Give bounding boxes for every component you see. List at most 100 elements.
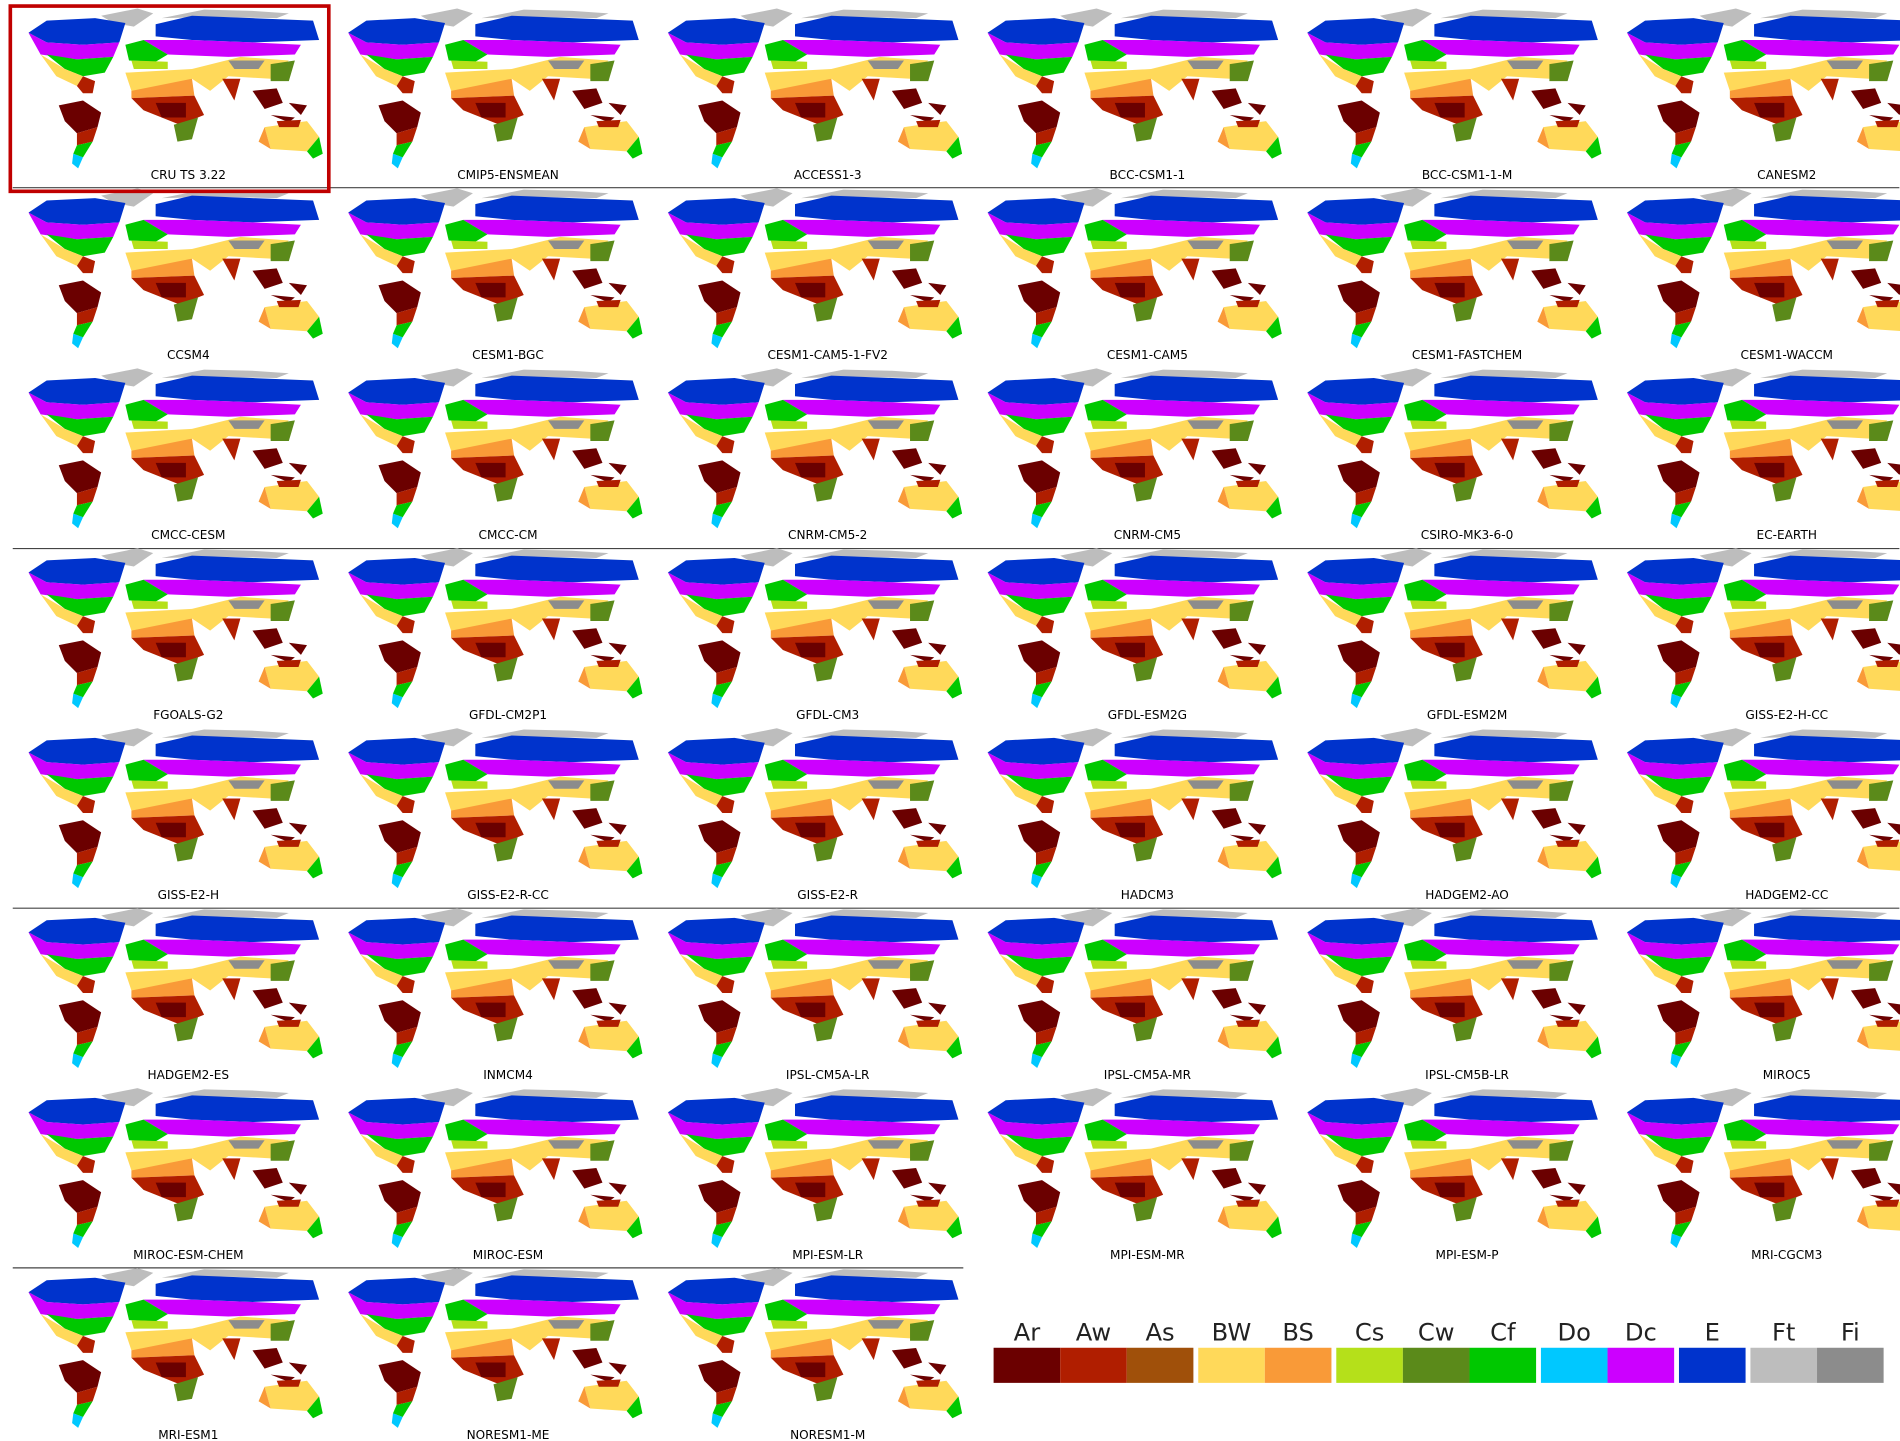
- panel-label: CESM1-CAM5: [1107, 348, 1188, 362]
- map: [668, 908, 962, 1068]
- map: [668, 548, 962, 708]
- panel-grid: CRU TS 3.22 CMIP5-ENSMEAN ACCESS1-3 BCC-CSM…: [28, 8, 1900, 1441]
- map: [988, 728, 1282, 888]
- panel-label: BCC-CSM1-1: [1110, 168, 1186, 182]
- legend-label: BS: [1282, 1318, 1314, 1346]
- map: [1307, 8, 1601, 168]
- map: [988, 368, 1282, 528]
- legend-label: Cw: [1418, 1318, 1455, 1346]
- map: [668, 1088, 962, 1248]
- legend-label: Cf: [1490, 1318, 1516, 1346]
- map-panel: IPSL-CM5A-LR: [668, 908, 962, 1082]
- map-panel: CESM1-CAM5-1-FV2: [668, 188, 962, 362]
- panel-label: CMIP5-ENSMEAN: [457, 168, 559, 182]
- map: [1627, 1088, 1900, 1248]
- map: [28, 908, 322, 1068]
- map-panel: GISS-E2-H-CC: [1627, 548, 1900, 722]
- panel-label: CRU TS 3.22: [151, 168, 226, 182]
- legend-swatch: [1127, 1348, 1194, 1383]
- panel-label: ACCESS1-3: [794, 168, 862, 182]
- legend-label: Do: [1558, 1318, 1591, 1346]
- body: CRU TS 3.22 CMIP5-ENSMEAN ACCESS1-3 BCC-CSM…: [0, 0, 1900, 1441]
- panel-label: GISS-E2-R-CC: [467, 888, 549, 902]
- panel-label: MIROC-ESM: [473, 1248, 543, 1262]
- map: [668, 728, 962, 888]
- panel-label: MPI-ESM-LR: [792, 1248, 864, 1262]
- panel-label: CESM1-BGC: [472, 348, 544, 362]
- map-panel: CMIP5-ENSMEAN: [348, 8, 642, 182]
- map: [28, 728, 322, 888]
- panel-label: MRI-ESM1: [158, 1428, 218, 1441]
- panel-label: CCSM4: [167, 348, 210, 362]
- panel-label: NORESM1-M: [790, 1428, 865, 1441]
- map: [348, 1268, 642, 1428]
- map: [1627, 188, 1900, 348]
- panel-label: HADGEM2-ES: [148, 1068, 230, 1082]
- map-panel: HADGEM2-AO: [1307, 728, 1601, 902]
- panel-label: GFDL-ESM2G: [1108, 708, 1187, 722]
- panel-label: CSIRO-MK3-6-0: [1421, 528, 1514, 542]
- panel-label: CMCC-CESM: [151, 528, 225, 542]
- panel-label: FGOALS-G2: [153, 708, 223, 722]
- map-panel: GISS-E2-R-CC: [348, 728, 642, 902]
- legend-label: As: [1146, 1318, 1175, 1346]
- panel-label: HADGEM2-CC: [1745, 888, 1828, 902]
- panel-label: CMCC-CM: [479, 528, 538, 542]
- map-panel: GFDL-ESM2M: [1307, 548, 1601, 722]
- map-panel: MPI-ESM-MR: [988, 1088, 1282, 1262]
- map-panel: CMCC-CESM: [28, 368, 322, 542]
- panel-label: CESM1-FASTCHEM: [1412, 348, 1522, 362]
- panel-label: GFDL-CM2P1: [469, 708, 547, 722]
- map-panel: CESM1-CAM5: [988, 188, 1282, 362]
- map: [668, 1268, 962, 1428]
- panel-label: GFDL-CM3: [796, 708, 859, 722]
- map: [1307, 728, 1601, 888]
- map-panel: INMCM4: [348, 908, 642, 1082]
- map-panel: IPSL-CM5A-MR: [988, 908, 1282, 1082]
- map: [348, 8, 642, 168]
- map: [28, 188, 322, 348]
- panel-label: MRI-CGCM3: [1751, 1248, 1822, 1262]
- map: [988, 908, 1282, 1068]
- map: [28, 1268, 322, 1428]
- panel-label: BCC-CSM1-1-M: [1422, 168, 1512, 182]
- legend-swatch: [1198, 1348, 1265, 1383]
- panel-label: GISS-E2-H-CC: [1745, 708, 1828, 722]
- legend-label: Cs: [1355, 1318, 1385, 1346]
- map: [668, 188, 962, 348]
- legend-swatch: [1060, 1348, 1127, 1383]
- panel-label: IPSL-CM5A-MR: [1104, 1068, 1192, 1082]
- map: [1307, 1088, 1601, 1248]
- map-panel: CNRM-CM5: [988, 368, 1282, 542]
- legend-label: Dc: [1625, 1318, 1657, 1346]
- map: [348, 548, 642, 708]
- legend-swatch: [1265, 1348, 1332, 1383]
- map-panel: BCC-CSM1-1-M: [1307, 8, 1601, 182]
- map-panel: EC-EARTH: [1627, 368, 1900, 542]
- map-panel: CESM1-WACCM: [1627, 188, 1900, 362]
- map: [1307, 188, 1601, 348]
- legend-label: E: [1705, 1318, 1720, 1346]
- panel-label: IPSL-CM5B-LR: [1425, 1068, 1509, 1082]
- map-panel: CESM1-FASTCHEM: [1307, 188, 1601, 362]
- map-panel: GFDL-CM2P1: [348, 548, 642, 722]
- legend-swatch: [994, 1348, 1061, 1383]
- map: [988, 1088, 1282, 1248]
- map-panel: NORESM1-M: [668, 1268, 962, 1441]
- panel-label: HADCM3: [1121, 888, 1174, 902]
- map-panel: CCSM4: [28, 188, 322, 362]
- map-panel: NORESM1-ME: [348, 1268, 642, 1441]
- map-panel: MRI-CGCM3: [1627, 1088, 1900, 1262]
- panel-label: CNRM-CM5: [1114, 528, 1181, 542]
- legend-label: Ft: [1772, 1318, 1795, 1346]
- legend-swatch: [1817, 1348, 1884, 1383]
- map-panel: HADGEM2-ES: [28, 908, 322, 1082]
- map: [668, 368, 962, 528]
- map: [348, 368, 642, 528]
- legend-swatch: [1336, 1348, 1403, 1383]
- map: [28, 1088, 322, 1248]
- legend-swatch: [1608, 1348, 1675, 1383]
- map: [28, 8, 322, 168]
- map: [1307, 368, 1601, 528]
- panel-label: HADGEM2-AO: [1425, 888, 1509, 902]
